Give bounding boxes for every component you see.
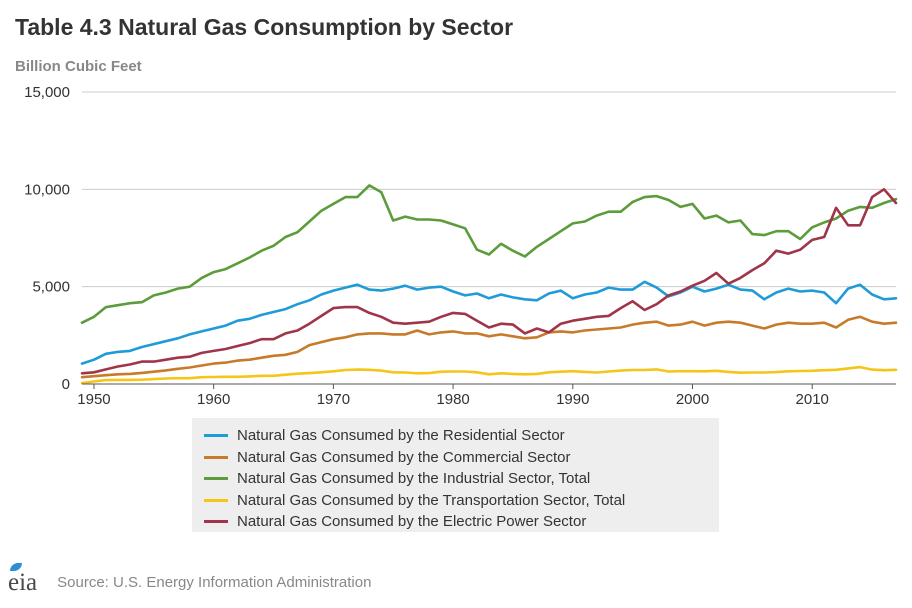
y-tick-label: 5,000: [32, 279, 70, 296]
legend-label-residential: Natural Gas Consumed by the Residential …: [237, 427, 565, 445]
legend-label-electric: Natural Gas Consumed by the Electric Pow…: [237, 513, 587, 531]
x-tick-labels: 1950 1960 1970 1980 1990 2000 2010: [77, 384, 829, 408]
y-tick-labels: 0 5,000 10,000 15,000: [24, 84, 70, 393]
legend: Natural Gas Consumed by the Residential …: [192, 418, 719, 532]
footer: eia Source: U.S. Energy Information Admi…: [8, 563, 372, 596]
legend-swatch-electric: [204, 520, 228, 524]
series-line-residential: [80, 280, 898, 365]
y-tick-label: 15,000: [24, 84, 70, 101]
legend-swatch-residential: [204, 434, 228, 438]
legend-label-commercial: Natural Gas Consumed by the Commercial S…: [237, 448, 571, 466]
y-tick-label: 10,000: [24, 181, 70, 198]
eia-logo: eia: [8, 563, 38, 596]
data-series: [80, 184, 898, 385]
y-tick-label: 0: [62, 376, 70, 393]
x-tick-label: 1990: [556, 391, 589, 408]
legend-item-commercial: Natural Gas Consumed by the Commercial S…: [204, 447, 719, 469]
series-line-commercial: [80, 315, 898, 379]
legend-item-electric: Natural Gas Consumed by the Electric Pow…: [204, 511, 719, 533]
source-note: Source: U.S. Energy Information Administ…: [57, 574, 372, 591]
legend-item-industrial: Natural Gas Consumed by the Industrial S…: [204, 468, 719, 490]
legend-label-industrial: Natural Gas Consumed by the Industrial S…: [237, 470, 591, 488]
series-line-industrial: [80, 184, 898, 325]
legend-item-transportation: Natural Gas Consumed by the Transportati…: [204, 490, 719, 512]
x-tick-label: 1980: [436, 391, 469, 408]
x-tick-label: 2010: [796, 391, 829, 408]
x-tick-label: 1970: [317, 391, 350, 408]
series-line-electric: [80, 188, 898, 375]
y-axis-units-label: Billion Cubic Feet: [15, 58, 142, 75]
legend-swatch-commercial: [204, 455, 228, 459]
x-tick-label: 1960: [197, 391, 230, 408]
legend-swatch-industrial: [204, 477, 228, 481]
legend-item-residential: Natural Gas Consumed by the Residential …: [204, 425, 719, 447]
legend-swatch-transportation: [204, 498, 228, 502]
eia-logo-text: eia: [8, 569, 38, 596]
grid-lines: [82, 91, 896, 288]
x-tick-label: 2000: [676, 391, 709, 408]
x-tick-label: 1950: [77, 391, 110, 408]
series-line-transportation: [80, 365, 898, 385]
eia-leaf-icon: [10, 563, 22, 571]
legend-label-transportation: Natural Gas Consumed by the Transportati…: [237, 491, 626, 509]
chart-title: Table 4.3 Natural Gas Consumption by Sec…: [15, 14, 514, 40]
